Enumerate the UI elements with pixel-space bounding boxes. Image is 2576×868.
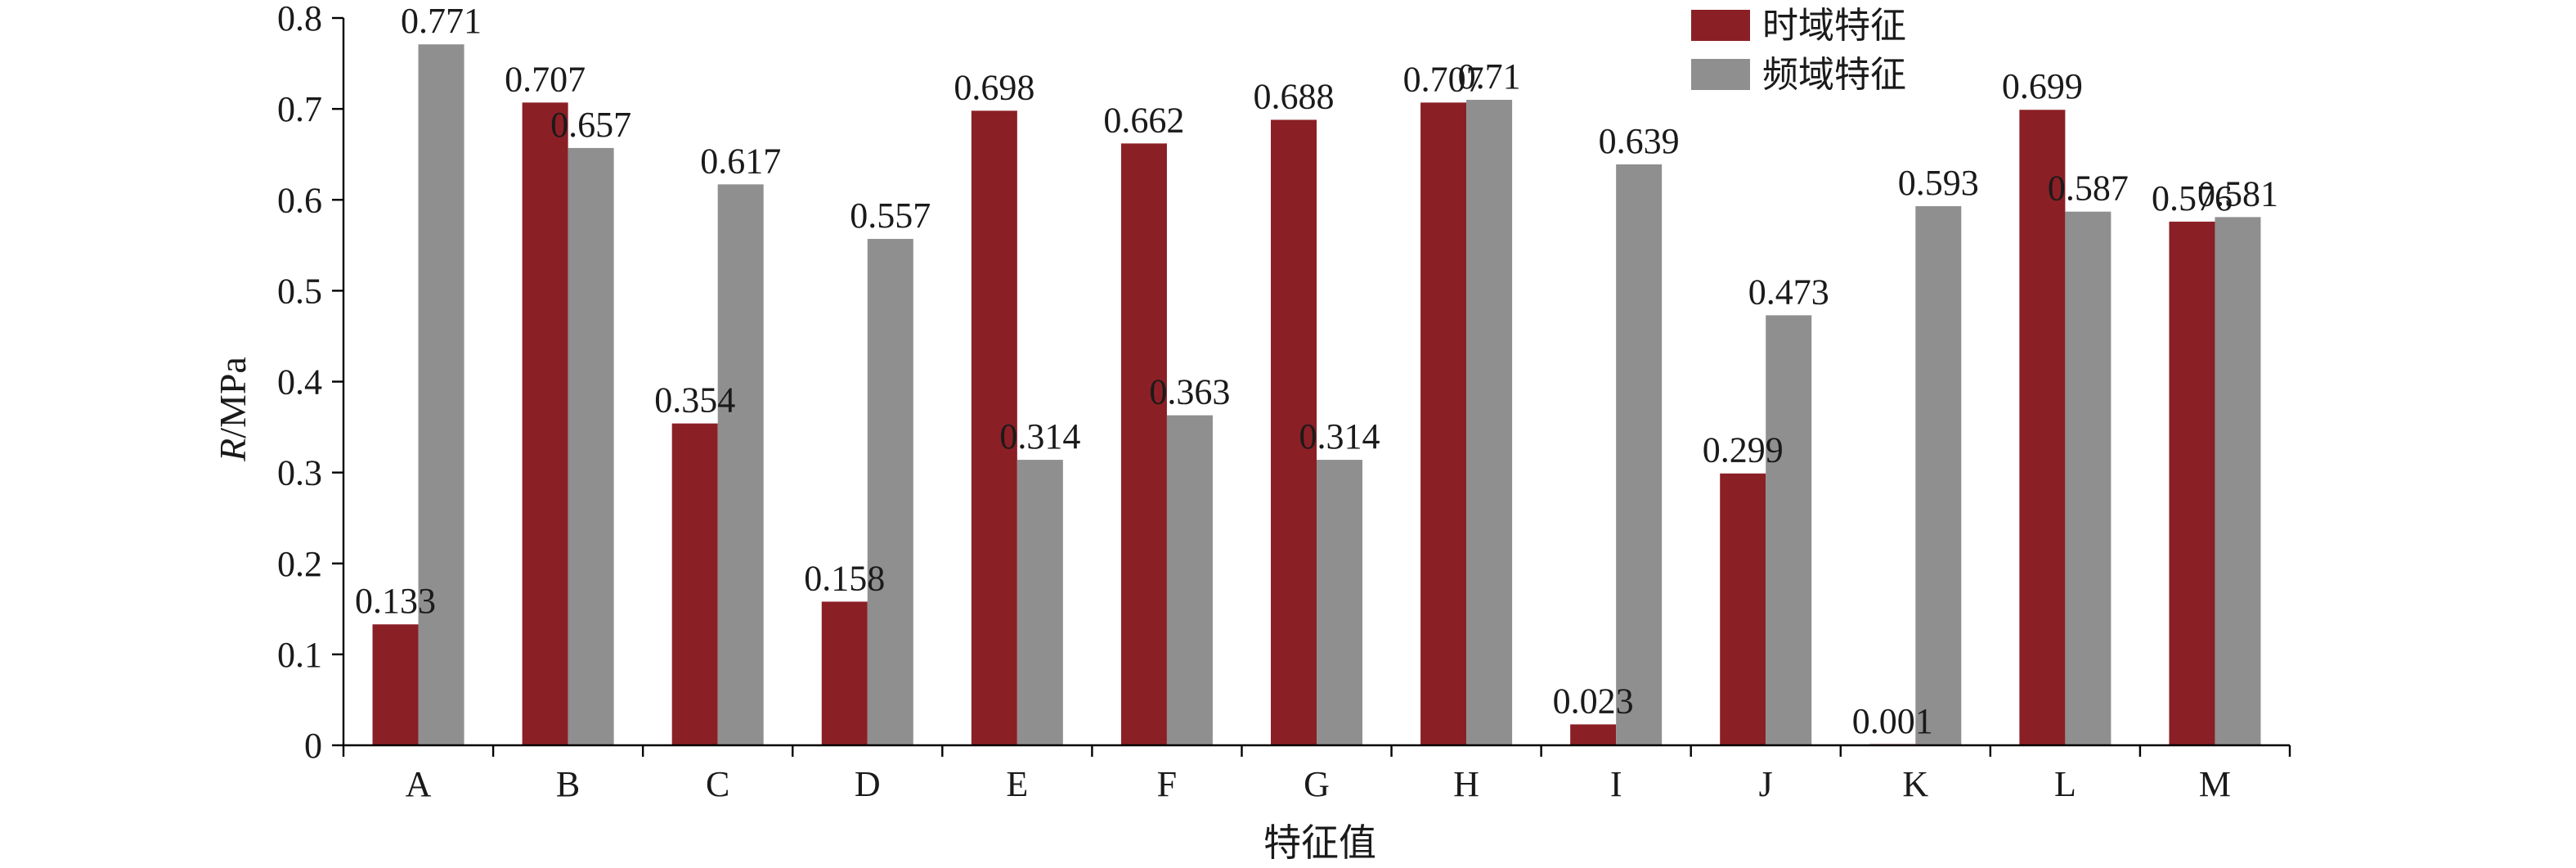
bar-time-domain (971, 110, 1017, 745)
y-axis-title-italic: R (212, 438, 254, 462)
y-tick-label: 0.1 (277, 635, 322, 675)
bar-time-domain (1570, 724, 1617, 745)
bar-time-domain (1271, 119, 1317, 745)
x-tick-label: I (1610, 764, 1622, 804)
data-label-time-domain: 0.576 (2152, 178, 2233, 218)
data-label-time-domain: 0.698 (954, 67, 1034, 107)
x-tick-label: C (706, 764, 729, 804)
y-tick-label: 0 (304, 726, 322, 766)
x-tick-label: B (556, 764, 580, 804)
bar-freq-domain (2065, 211, 2112, 745)
data-label-freq-domain: 0.771 (401, 1, 482, 41)
data-label-time-domain: 0.707 (1403, 59, 1484, 99)
data-label-time-domain: 0.001 (1852, 701, 1933, 741)
x-axis-title: 特征值 (1263, 822, 1376, 864)
data-label-freq-domain: 0.593 (1898, 163, 1979, 203)
data-label-time-domain: 0.158 (804, 558, 885, 598)
data-label-time-domain: 0.707 (505, 59, 586, 99)
bar-time-domain (1720, 473, 1766, 745)
bar-freq-domain (1915, 206, 1962, 745)
data-label-freq-domain: 0.71 (1458, 56, 1521, 97)
y-tick-label: 0.5 (277, 271, 322, 311)
x-tick-label: G (1304, 764, 1330, 804)
bar-time-domain (1420, 102, 1467, 745)
data-label-freq-domain: 0.657 (550, 105, 631, 145)
y-tick-label: 0.2 (277, 544, 322, 584)
bar-freq-domain (717, 184, 764, 745)
x-tick-label: E (1006, 764, 1028, 804)
data-labels-layer: 0.133 0.707 0.354 0.158 0.698 0.662 0.688 0.707… (355, 1, 2278, 741)
data-label-freq-domain: 0.314 (1299, 416, 1380, 456)
data-label-time-domain: 0.023 (1553, 681, 1634, 721)
bar-freq-domain (867, 239, 913, 745)
bar-time-domain (821, 601, 868, 745)
y-axis-ticks: 0 0.1 0.2 0.3 0.4 0.5 0.6 0.7 0.8 (277, 0, 343, 766)
bar-freq-domain (1466, 100, 1513, 745)
data-label-freq-domain: 0.617 (700, 141, 781, 181)
data-label-time-domain: 0.354 (654, 380, 735, 421)
bar-freq-domain (1016, 460, 1063, 745)
data-label-freq-domain: 0.557 (850, 196, 931, 236)
data-label-time-domain: 0.662 (1103, 100, 1184, 140)
x-tick-label: D (855, 764, 881, 804)
x-axis-ticks: A B C D E F G H I J K L M (342, 745, 2291, 804)
legend-swatch-freq-domain (1691, 59, 1750, 90)
bar-freq-domain (418, 44, 464, 745)
x-tick-label: M (2199, 764, 2231, 804)
data-label-freq-domain: 0.363 (1149, 372, 1230, 412)
bar-freq-domain (2215, 217, 2261, 745)
y-tick-label: 0.7 (277, 89, 322, 129)
bar-time-domain (2019, 110, 2066, 745)
bar-time-domain (1120, 143, 1167, 746)
bars-layer (372, 44, 2261, 746)
bar-freq-domain (568, 147, 614, 745)
x-tick-label: J (1759, 764, 1773, 804)
x-tick-label: F (1157, 764, 1177, 804)
y-axis-title-unit: /MPa (212, 357, 254, 438)
y-axis-title: R/MPa (212, 357, 254, 462)
x-tick-label: H (1453, 764, 1479, 804)
x-tick-label: K (1902, 764, 1928, 804)
y-tick-label: 0.3 (277, 453, 322, 493)
bar-time-domain (522, 102, 568, 745)
data-label-freq-domain: 0.314 (999, 416, 1080, 456)
legend-label-time-domain: 时域特征 (1762, 5, 1906, 47)
x-tick-label: A (406, 764, 432, 804)
x-tick-label: L (2054, 764, 2076, 804)
y-tick-label: 0.6 (277, 180, 322, 220)
legend: 时域特征 频域特征 (1691, 5, 1906, 96)
data-label-time-domain: 0.699 (2002, 66, 2083, 106)
bar-freq-domain (1766, 315, 1812, 745)
data-label-freq-domain: 0.639 (1599, 121, 1680, 161)
data-label-freq-domain: 0.473 (1748, 272, 1829, 312)
data-label-time-domain: 0.299 (1703, 430, 1784, 470)
bar-time-domain (671, 423, 718, 745)
data-label-freq-domain: 0.581 (2197, 173, 2278, 214)
bar-freq-domain (1616, 164, 1663, 745)
legend-swatch-time-domain (1691, 10, 1750, 41)
data-label-time-domain: 0.688 (1254, 76, 1335, 116)
bar-time-domain (2169, 221, 2215, 745)
bar-freq-domain (1317, 460, 1362, 745)
y-tick-label: 0.4 (277, 362, 322, 403)
y-tick-label: 0.8 (277, 0, 322, 38)
bar-time-domain (372, 624, 419, 745)
data-label-freq-domain: 0.587 (2048, 169, 2129, 209)
legend-label-freq-domain: 频域特征 (1762, 54, 1906, 96)
data-label-time-domain: 0.133 (355, 581, 436, 621)
bar-freq-domain (1166, 415, 1213, 745)
